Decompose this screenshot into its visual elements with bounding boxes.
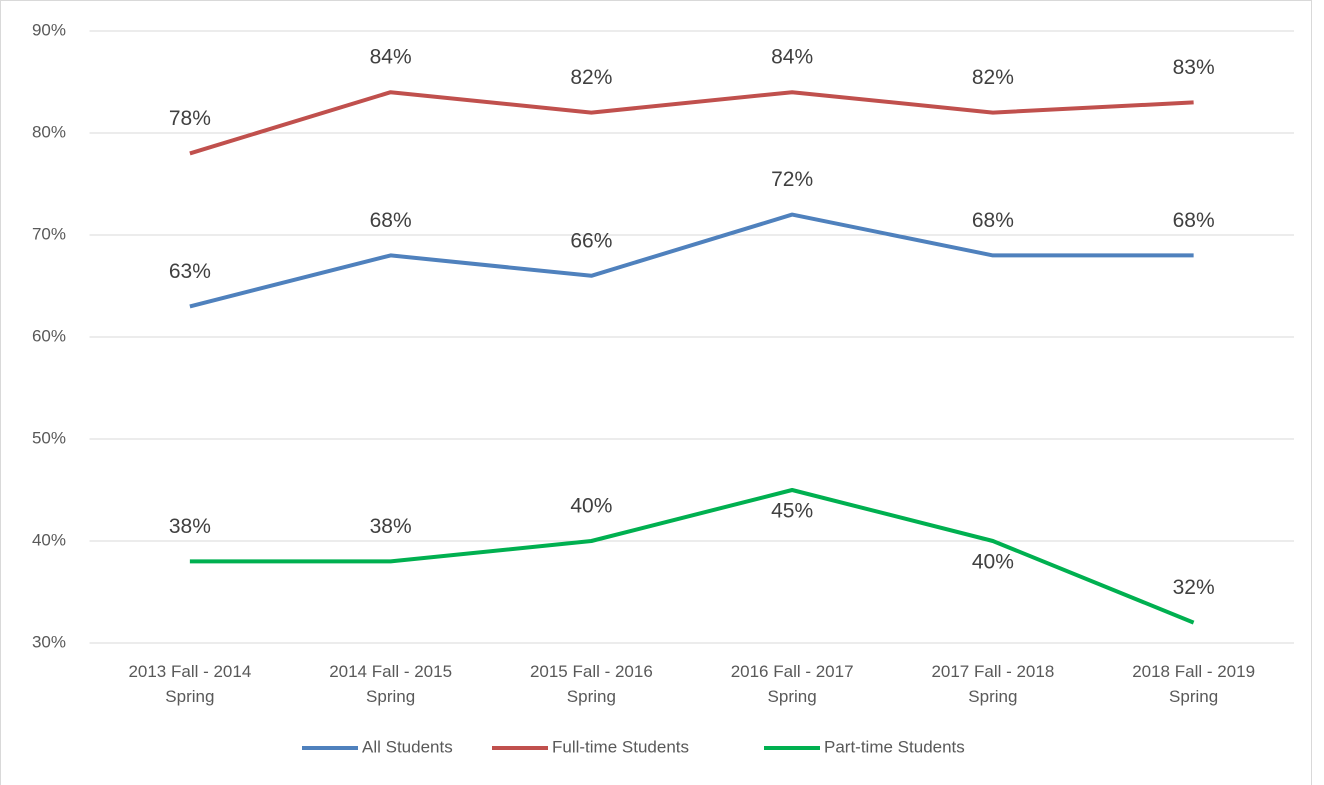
y-tick-label: 70%: [32, 224, 66, 243]
data-label: 40%: [570, 495, 612, 518]
data-label: 68%: [1173, 209, 1215, 232]
data-label: 68%: [370, 209, 412, 232]
data-label: 32%: [1173, 576, 1215, 599]
data-label: 68%: [972, 209, 1014, 232]
legend-label: All Students: [362, 737, 453, 756]
data-label: 78%: [169, 107, 211, 130]
x-tick-label: 2015 Fall - 2016 Spring: [529, 662, 653, 706]
y-tick-label: 30%: [32, 632, 66, 651]
legend-label: Full-time Students: [552, 737, 689, 756]
data-label: 83%: [1173, 56, 1215, 79]
x-tick-label: 2018 Fall - 2019 Spring: [1132, 662, 1256, 706]
data-label: 38%: [169, 515, 211, 538]
x-tick-label: 2016 Fall - 2017 Spring: [730, 662, 854, 706]
data-label: 72%: [771, 168, 813, 191]
data-label: 45%: [771, 500, 813, 523]
data-label: 82%: [972, 66, 1014, 89]
legend-label: Part-time Students: [824, 737, 965, 756]
data-label: 66%: [570, 229, 612, 252]
data-label: 40%: [972, 551, 1014, 574]
series-line: [189, 212, 1194, 309]
x-tick-label: 2013 Fall - 2014 Spring: [128, 662, 252, 706]
data-label: 84%: [370, 46, 412, 69]
y-tick-label: 90%: [32, 20, 66, 39]
data-label: 63%: [169, 260, 211, 283]
x-tick-label: 2014 Fall - 2015 Spring: [329, 662, 453, 706]
series-line: [189, 90, 1194, 156]
data-label: 82%: [570, 66, 612, 89]
y-tick-label: 50%: [32, 428, 66, 447]
data-label: 84%: [771, 46, 813, 69]
x-tick-label: 2017 Fall - 2018 Spring: [931, 662, 1055, 706]
series-line: [189, 488, 1195, 625]
y-tick-label: 60%: [32, 326, 66, 345]
y-tick-label: 40%: [32, 530, 66, 549]
y-tick-label: 80%: [32, 122, 66, 141]
data-label: 38%: [370, 515, 412, 538]
